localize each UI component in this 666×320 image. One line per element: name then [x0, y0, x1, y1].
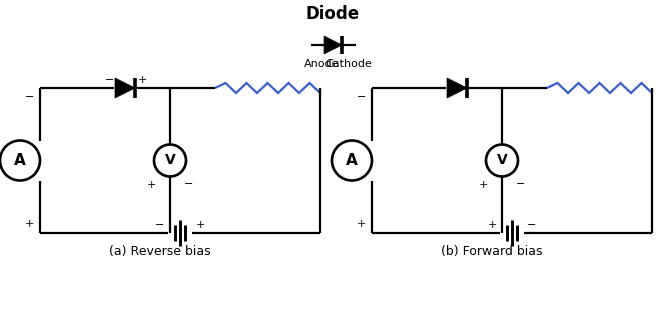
- Polygon shape: [324, 36, 342, 54]
- Text: Diode: Diode: [306, 5, 360, 23]
- Text: V: V: [497, 154, 507, 167]
- Text: +: +: [478, 180, 488, 189]
- Text: −: −: [527, 220, 537, 230]
- Text: +: +: [147, 180, 156, 189]
- Text: +: +: [488, 220, 497, 230]
- Text: −: −: [155, 220, 165, 230]
- Text: −: −: [105, 75, 115, 85]
- Text: A: A: [14, 153, 26, 168]
- Text: −: −: [516, 180, 525, 189]
- Text: −: −: [184, 180, 194, 189]
- Text: +: +: [25, 219, 34, 229]
- Text: +: +: [195, 220, 204, 230]
- Text: +: +: [356, 219, 366, 229]
- Text: (a) Reverse bias: (a) Reverse bias: [109, 244, 211, 258]
- Text: V: V: [165, 154, 175, 167]
- Text: (b) Forward bias: (b) Forward bias: [442, 244, 543, 258]
- Text: −: −: [25, 92, 34, 102]
- Text: Cathode: Cathode: [326, 59, 373, 69]
- Text: A: A: [346, 153, 358, 168]
- Text: +: +: [137, 75, 147, 85]
- Text: −: −: [356, 92, 366, 102]
- Polygon shape: [447, 78, 467, 98]
- Polygon shape: [115, 78, 135, 98]
- Text: Anode: Anode: [304, 59, 339, 69]
